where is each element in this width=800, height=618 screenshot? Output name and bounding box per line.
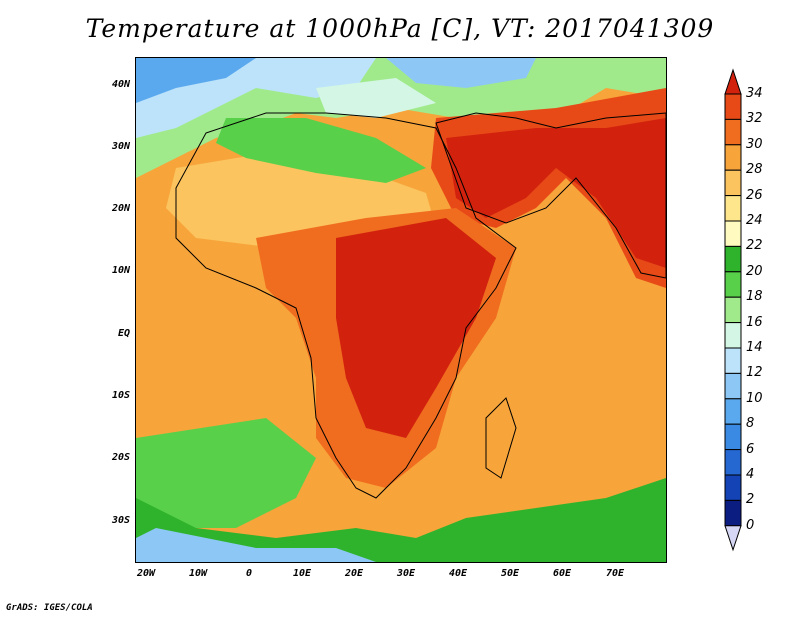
colorbar-swatch: [724, 93, 742, 120]
north-atlantic-colder: [136, 58, 256, 103]
colorbar-label: 4: [746, 467, 755, 482]
colorbar-label: 24: [746, 213, 763, 228]
colorbar-swatch: [724, 118, 742, 146]
madagascar-outline: [485, 397, 517, 479]
lon-label-50e: 50E: [500, 568, 520, 579]
colorbar-label: 2: [746, 492, 755, 508]
colorbar-swatch: [724, 398, 742, 425]
temperature-map: [135, 57, 667, 563]
colorbar-label: 28: [746, 162, 763, 178]
colorbar-svg: [724, 68, 742, 552]
colorbar-label: 16: [746, 314, 763, 330]
colorbar-top-triangle: [724, 68, 742, 95]
colorbar-label: 0: [746, 517, 755, 533]
africa-outline: [175, 112, 517, 499]
colorbar-label: 12: [746, 365, 763, 381]
map-svg: [136, 58, 666, 562]
colorbar-swatch: [724, 144, 742, 171]
lat-label-10n: 10N: [111, 265, 130, 276]
north-africa-green: [216, 118, 426, 183]
colorbar-swatch: [724, 195, 742, 222]
lon-label-20w: 20W: [136, 568, 156, 579]
colorbar-label: 22: [746, 238, 763, 254]
lon-label-30e: 30E: [396, 568, 416, 579]
colorbar-swatch: [724, 449, 742, 476]
lat-label-20s: 20S: [111, 452, 130, 463]
lat-label-30s: 30S: [111, 515, 130, 526]
colorbar: [724, 68, 742, 552]
colorbar-swatch: [724, 271, 742, 298]
colorbar-swatch: [724, 245, 742, 273]
colorbar-label: 8: [746, 416, 755, 432]
lon-label-70e: 70E: [605, 568, 625, 579]
lon-label-40e: 40E: [448, 568, 468, 579]
colorbar-label: 6: [746, 441, 755, 457]
lat-label-eq: EQ: [117, 328, 130, 339]
chart-title: Temperature at 1000hPa [C], VT: 20170413…: [85, 14, 715, 43]
colorbar-swatch: [724, 499, 742, 527]
lon-label-0: 0: [245, 568, 253, 579]
colorbar-label: 10: [746, 390, 763, 406]
lat-label-30n: 30N: [111, 141, 130, 152]
colorbar-label: 34: [746, 86, 763, 101]
lon-label-10w: 10W: [188, 568, 208, 579]
colorbar-label: 32: [746, 111, 763, 127]
southern-ocean-green: [136, 478, 666, 562]
colorbar-swatch: [724, 296, 742, 324]
south-atlantic-green: [136, 418, 316, 528]
colorbar-swatch: [724, 220, 742, 247]
lon-label-10e: 10E: [292, 568, 312, 579]
middle-east-hottest: [446, 118, 666, 268]
lat-label-40n: 40N: [111, 79, 130, 90]
colorbar-label: 18: [746, 289, 763, 305]
colorbar-label: 14: [746, 340, 763, 355]
asia-outline: [435, 112, 666, 279]
colorbar-swatch: [724, 347, 742, 374]
lat-label-20n: 20N: [111, 203, 130, 214]
colorbar-label: 26: [746, 187, 763, 203]
colorbar-bottom-triangle: [724, 525, 742, 552]
colorbar-swatch: [724, 423, 742, 451]
colorbar-swatch: [724, 372, 742, 400]
mediterranean-cool: [316, 78, 436, 118]
colorbar-label: 20: [746, 263, 763, 279]
lon-label-20e: 20E: [344, 568, 364, 579]
mediterranean-east: [386, 58, 536, 88]
colorbar-swatch: [724, 474, 742, 501]
central-africa-hottest: [336, 218, 496, 438]
lon-label-60e: 60E: [552, 568, 572, 579]
lat-label-10s: 10S: [111, 390, 130, 401]
credit-text: GrADS: IGES/COLA: [6, 603, 93, 613]
southern-cool: [136, 528, 376, 562]
colorbar-label: 30: [746, 136, 763, 152]
colorbar-swatch: [724, 322, 742, 349]
colorbar-swatch: [724, 169, 742, 197]
